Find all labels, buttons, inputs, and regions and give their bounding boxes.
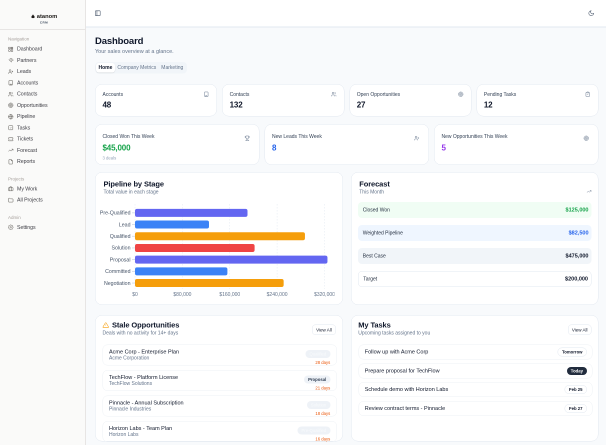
svg-text:Proposal: Proposal xyxy=(110,257,131,263)
svg-text:Lead: Lead xyxy=(119,222,131,228)
svg-text:$160,000: $160,000 xyxy=(219,292,240,298)
svg-text:$80,000: $80,000 xyxy=(173,292,191,298)
svg-text:Solution: Solution xyxy=(112,246,131,252)
svg-text:Pre-Qualified: Pre-Qualified xyxy=(100,211,131,217)
svg-text:Qualified: Qualified xyxy=(110,234,131,240)
svg-text:Committed: Committed xyxy=(105,269,130,275)
svg-text:Negotiation: Negotiation xyxy=(104,281,131,287)
svg-text:$320,000: $320,000 xyxy=(314,292,334,298)
svg-text:$0: $0 xyxy=(132,292,138,298)
svg-text:$240,000: $240,000 xyxy=(267,292,288,298)
